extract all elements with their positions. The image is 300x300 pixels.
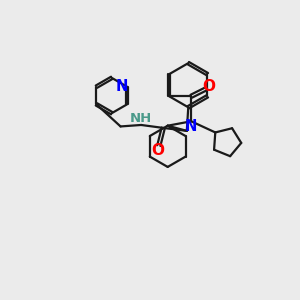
Text: N: N [185,119,197,134]
Text: N: N [116,79,128,94]
Text: O: O [202,79,215,94]
Text: O: O [151,143,164,158]
Text: NH: NH [130,112,152,125]
